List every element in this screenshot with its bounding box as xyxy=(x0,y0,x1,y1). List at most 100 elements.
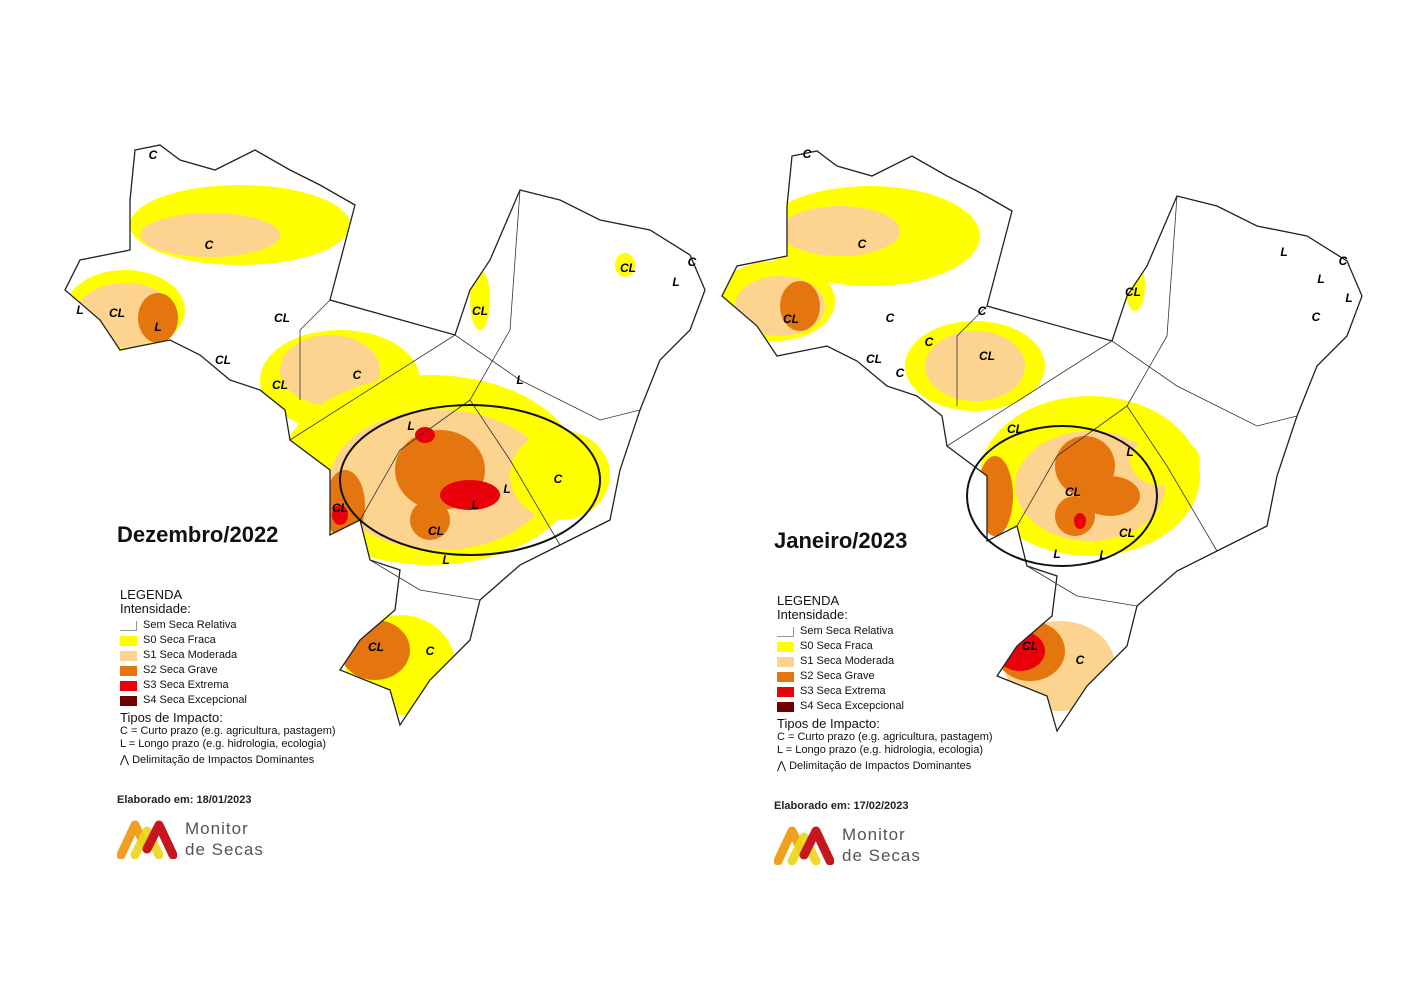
legend-item-label: S4 Seca Excepcional xyxy=(143,694,247,706)
legend-item-s2: S2 Seca Grave xyxy=(120,663,336,678)
drought-area-s2 xyxy=(780,281,820,331)
legend-item-s0: S0 Seca Fraca xyxy=(777,639,993,654)
legend-item-label: Sem Seca Relativa xyxy=(143,619,237,631)
drought-area-s0 xyxy=(615,253,635,277)
impact-label: C xyxy=(1339,254,1348,268)
legend-intensity-heading: Intensidade: xyxy=(777,607,848,622)
impact-label: CL xyxy=(274,311,290,325)
legend-item-s3: S3 Seca Extrema xyxy=(777,684,993,699)
legend-swatch xyxy=(777,701,794,712)
elaborated-date: Elaborado em: 18/01/2023 xyxy=(117,794,252,806)
logo-line2: de Secas xyxy=(842,846,921,865)
impact-label: C xyxy=(149,148,158,162)
impact-label: CL xyxy=(109,306,125,320)
impact-label: CL xyxy=(1065,485,1081,499)
impact-label: CL xyxy=(783,312,799,326)
legend-swatch xyxy=(777,626,794,637)
legend-item-s2: S2 Seca Grave xyxy=(777,669,993,684)
legend-impact-l: L = Longo prazo (e.g. hidrologia, ecolog… xyxy=(777,744,983,756)
impact-label: L xyxy=(1280,245,1287,259)
impact-label: CL xyxy=(272,378,288,392)
legend-heading: LEGENDA xyxy=(777,593,840,608)
drought-area-s0 xyxy=(1130,436,1200,486)
drought-area-s3 xyxy=(1074,513,1086,529)
impact-label: C xyxy=(978,304,987,318)
legend-item-s4: S4 Seca Excepcional xyxy=(120,693,336,708)
logo-line1: Monitor xyxy=(842,825,906,844)
legend-item-label: S2 Seca Grave xyxy=(143,664,218,676)
legend-intensity-heading: Intensidade: xyxy=(120,601,191,616)
state-border xyxy=(359,399,471,521)
legend-item-s1: S1 Seca Moderada xyxy=(777,654,993,669)
state-border xyxy=(454,334,641,421)
drought-area-s1 xyxy=(925,331,1025,401)
state-border xyxy=(299,299,331,400)
legend-items: Sem Seca Relativa S0 Seca Fraca S1 Seca Mo… xyxy=(120,618,336,708)
impact-label: C xyxy=(688,255,697,269)
monitor-de-secas-logo: Monitor de Secas xyxy=(774,824,921,866)
legend-delimitation-label: Delimitação de Impactos Dominantes xyxy=(789,760,972,772)
legend-impact-heading: Tipos de Impacto: xyxy=(777,716,880,731)
impact-label: L xyxy=(471,498,478,512)
legend-swatch xyxy=(120,650,137,661)
state-border xyxy=(946,340,1113,447)
impact-label: L xyxy=(76,303,83,317)
impact-label: C xyxy=(1312,310,1321,324)
legend-item-label: S2 Seca Grave xyxy=(800,670,875,682)
drought-area-s2 xyxy=(410,500,450,540)
legend-item-label: S3 Seca Extrema xyxy=(143,679,229,691)
legend-delimitation-label: Delimitação de Impactos Dominantes xyxy=(132,754,315,766)
impact-label: L xyxy=(1345,291,1352,305)
state-border xyxy=(369,559,481,601)
legend-swatch xyxy=(120,635,137,646)
legend-delimitation: ⋀ Delimitação de Impactos Dominantes xyxy=(777,760,993,773)
impact-label: CL xyxy=(1119,526,1135,540)
logo-line1: Monitor xyxy=(185,819,249,838)
impact-label: CL xyxy=(368,640,384,654)
drought-area-s3 xyxy=(332,505,348,525)
impact-label: L xyxy=(442,553,449,567)
legend-swatch xyxy=(120,695,137,706)
state-border xyxy=(956,305,988,406)
legend-swatch xyxy=(777,641,794,652)
drought-area-s1 xyxy=(780,206,900,256)
impact-label: C xyxy=(554,472,563,486)
legend-delimitation: ⋀ Delimitação de Impactos Dominantes xyxy=(120,754,336,767)
impact-label: C xyxy=(803,147,812,161)
impact-label: L xyxy=(1099,548,1106,562)
legend-items: Sem Seca Relativa S0 Seca Fraca S1 Seca Mo… xyxy=(777,624,993,714)
legend-swatch xyxy=(120,665,137,676)
legend-swatch xyxy=(120,680,137,691)
delimitation-line-icon: ⋀ xyxy=(120,754,130,766)
legend-item-label: S0 Seca Fraca xyxy=(143,634,216,646)
drought-area-s2 xyxy=(138,293,178,343)
impact-label: L xyxy=(516,373,523,387)
impact-label: L xyxy=(672,275,679,289)
legend-impact-c: C = Curto prazo (e.g. agricultura, pasta… xyxy=(777,731,993,743)
legend-swatch xyxy=(777,656,794,667)
map-panel-janeiro-2023: C C L CL C CL C CL C CL CL C L L CL L CL C CL C L L C Janeiro/… xyxy=(657,6,1365,982)
map-title: Dezembro/2022 xyxy=(117,522,279,547)
legend-impact-c: C = Curto prazo (e.g. agricultura, pasta… xyxy=(120,725,336,737)
impact-label: CL xyxy=(215,353,231,367)
impact-label: CL xyxy=(1007,422,1023,436)
impact-label: C xyxy=(353,368,362,382)
legend: LEGENDA Intensidade: Sem Seca Relativa S0… xyxy=(777,594,993,773)
impact-label: CL xyxy=(979,349,995,363)
impact-label: CL xyxy=(620,261,636,275)
logo-line2: de Secas xyxy=(185,840,264,859)
legend-item-s4: S4 Seca Excepcional xyxy=(777,699,993,714)
state-border xyxy=(1111,340,1298,427)
drought-area-s2 xyxy=(1080,476,1140,516)
monitor-de-secas-logo: Monitor de Secas xyxy=(117,818,264,860)
impact-label: L xyxy=(154,320,161,334)
impact-label: L xyxy=(503,482,510,496)
legend-item-label: S4 Seca Excepcional xyxy=(800,700,904,712)
drought-area-s1 xyxy=(280,335,380,405)
impact-label: CL xyxy=(1125,285,1141,299)
impact-label: C xyxy=(205,238,214,252)
map-panel-dezembro-2022: C C CL L L CL CL CL CL C L L CL L C L CL CL L CL C C L Dezembr… xyxy=(0,0,708,976)
drought-area-s0 xyxy=(510,430,610,520)
impact-label: CL xyxy=(332,501,348,515)
